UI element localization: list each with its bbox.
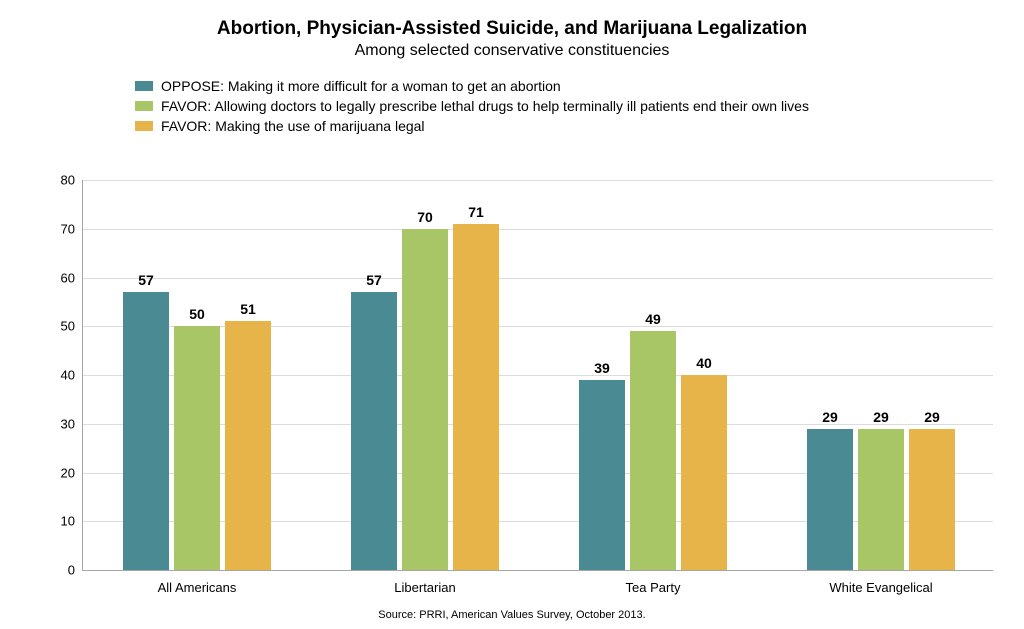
bar: 57 <box>351 292 397 570</box>
chart-title: Abortion, Physician-Assisted Suicide, an… <box>0 18 1024 40</box>
x-tick-label: Libertarian <box>394 570 455 595</box>
bar-value-label: 70 <box>417 209 433 229</box>
bar: 70 <box>402 229 448 570</box>
bar: 57 <box>123 292 169 570</box>
bar-value-label: 57 <box>366 272 382 292</box>
y-tick-label: 60 <box>61 270 83 285</box>
y-tick-label: 30 <box>61 416 83 431</box>
y-tick-label: 20 <box>61 465 83 480</box>
legend-item: OPPOSE: Making it more difficult for a w… <box>135 78 1024 94</box>
y-tick-label: 40 <box>61 368 83 383</box>
bar: 29 <box>858 429 904 570</box>
bar-value-label: 71 <box>468 204 484 224</box>
bar-value-label: 39 <box>594 360 610 380</box>
legend-label: FAVOR: Allowing doctors to legally presc… <box>161 98 809 114</box>
bar: 40 <box>681 375 727 570</box>
bar: 29 <box>807 429 853 570</box>
bar-value-label: 40 <box>696 355 712 375</box>
plot-area: 01020304050607080All Americans575051Libe… <box>82 180 993 571</box>
legend-swatch <box>135 81 153 91</box>
bar: 51 <box>225 321 271 570</box>
bar: 29 <box>909 429 955 570</box>
chart-container: Abortion, Physician-Assisted Suicide, an… <box>0 0 1024 629</box>
source-caption: Source: PRRI, American Values Survey, Oc… <box>0 609 1024 621</box>
legend-swatch <box>135 121 153 131</box>
bar-value-label: 29 <box>924 409 940 429</box>
bar-group: White Evangelical292929 <box>767 180 995 570</box>
bar-group: Libertarian577071 <box>311 180 539 570</box>
legend-label: OPPOSE: Making it more difficult for a w… <box>161 78 561 94</box>
chart-subtitle: Among selected conservative constituenci… <box>0 42 1024 60</box>
x-tick-label: All Americans <box>158 570 237 595</box>
bar: 49 <box>630 331 676 570</box>
legend-item: FAVOR: Making the use of marijuana legal <box>135 118 1024 134</box>
y-tick-label: 70 <box>61 221 83 236</box>
title-block: Abortion, Physician-Assisted Suicide, an… <box>0 0 1024 60</box>
legend: OPPOSE: Making it more difficult for a w… <box>135 78 1024 134</box>
legend-swatch <box>135 101 153 111</box>
bar-value-label: 50 <box>189 306 205 326</box>
y-tick-label: 0 <box>68 563 83 578</box>
bar-group: All Americans575051 <box>83 180 311 570</box>
y-tick-label: 50 <box>61 319 83 334</box>
y-tick-label: 80 <box>61 173 83 188</box>
bar-value-label: 49 <box>645 311 661 331</box>
x-tick-label: White Evangelical <box>829 570 932 595</box>
bar-value-label: 29 <box>822 409 838 429</box>
x-tick-label: Tea Party <box>626 570 681 595</box>
legend-label: FAVOR: Making the use of marijuana legal <box>161 118 425 134</box>
bar-group: Tea Party394940 <box>539 180 767 570</box>
bar-value-label: 57 <box>138 272 154 292</box>
bar-value-label: 29 <box>873 409 889 429</box>
bar: 50 <box>174 326 220 570</box>
bar-value-label: 51 <box>240 301 256 321</box>
legend-item: FAVOR: Allowing doctors to legally presc… <box>135 98 1024 114</box>
bar: 39 <box>579 380 625 570</box>
bar: 71 <box>453 224 499 570</box>
y-tick-label: 10 <box>61 514 83 529</box>
